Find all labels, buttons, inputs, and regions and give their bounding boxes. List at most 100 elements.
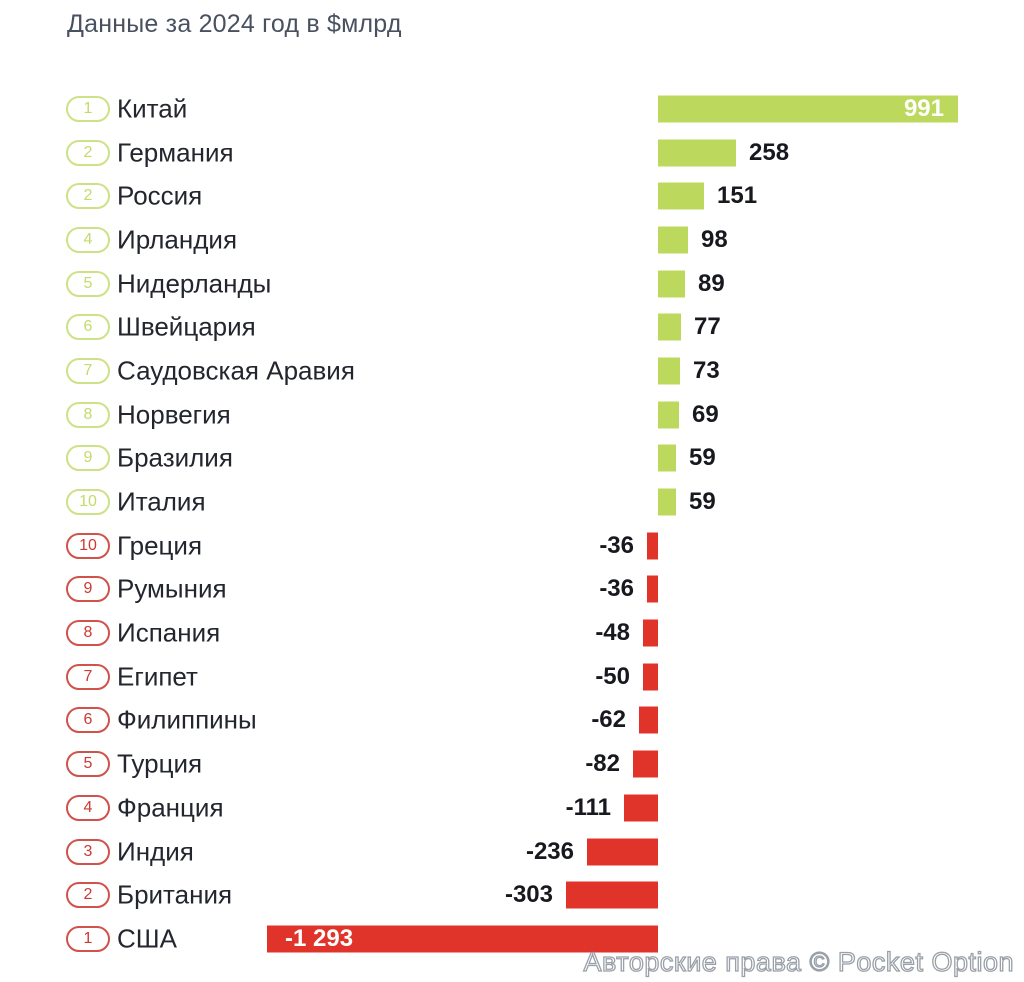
rank-badge: 5 — [66, 270, 110, 297]
country-label: Россия — [117, 180, 203, 211]
value-label: -303 — [504, 881, 553, 909]
rank-badge: 2 — [66, 139, 110, 166]
chart-row: 9 Бразилия 59 — [0, 437, 1024, 481]
value-label: -36 — [599, 575, 634, 603]
positive-bar — [658, 95, 958, 123]
value-label: -48 — [595, 619, 630, 647]
chart-row: 1 США -1 293 — [0, 917, 1024, 961]
value-label: -82 — [585, 750, 620, 778]
rank-badge: 8 — [66, 620, 110, 647]
country-label: Норвегия — [117, 399, 231, 430]
country-label: Греция — [117, 530, 203, 561]
value-label: 89 — [698, 269, 725, 297]
chart-row: 5 Турция -82 — [0, 742, 1024, 786]
country-label: Италия — [117, 486, 206, 517]
chart-row: 2 Германия 258 — [0, 131, 1024, 175]
country-label: Филиппины — [117, 704, 257, 735]
positive-bar — [658, 139, 736, 167]
value-label: -62 — [591, 706, 626, 734]
rank-badge: 3 — [66, 838, 110, 865]
chart-row: 7 Саудовская Аравия 73 — [0, 349, 1024, 393]
positive-bar — [658, 401, 679, 429]
value-label: -111 — [565, 793, 611, 821]
chart-row: 8 Испания -48 — [0, 611, 1024, 655]
chart-row: 2 Россия 151 — [0, 174, 1024, 218]
chart-row: 2 Британия -303 — [0, 873, 1024, 917]
value-label: -236 — [525, 837, 574, 865]
value-label: 77 — [694, 313, 721, 341]
country-label: Бразилия — [117, 442, 233, 473]
rank-badge: 9 — [66, 445, 110, 472]
chart-row: 3 Индия -236 — [0, 830, 1024, 874]
chart-row: 10 Италия 59 — [0, 480, 1024, 524]
rank-badge: 7 — [66, 357, 110, 384]
value-label: 991 — [903, 94, 944, 122]
chart-row: 7 Египет -50 — [0, 655, 1024, 699]
chart-row: 5 Нидерланды 89 — [0, 262, 1024, 306]
value-label: -36 — [599, 531, 634, 559]
rank-badge: 4 — [66, 226, 110, 253]
positive-bar — [658, 313, 681, 341]
rank-badge: 1 — [66, 925, 110, 952]
rank-badge: 5 — [66, 751, 110, 778]
country-label: Германия — [117, 137, 234, 168]
rank-badge: 10 — [66, 532, 110, 559]
positive-bar — [658, 226, 688, 254]
value-label: -50 — [595, 662, 630, 690]
value-label: 258 — [749, 138, 790, 166]
negative-bar — [587, 838, 658, 866]
chart-row: 6 Филиппины -62 — [0, 699, 1024, 743]
negative-bar — [633, 750, 658, 778]
rank-badge: 8 — [66, 401, 110, 428]
positive-bar — [658, 270, 685, 298]
chart-row: 6 Швейцария 77 — [0, 305, 1024, 349]
country-label: Ирландия — [117, 224, 238, 255]
value-label: -1 293 — [285, 924, 354, 952]
negative-bar — [643, 619, 658, 647]
value-label: 98 — [701, 225, 728, 253]
chart-row: 8 Норвегия 69 — [0, 393, 1024, 437]
country-label: Индия — [117, 836, 194, 867]
country-label: Румыния — [117, 573, 227, 604]
watermark: Авторские права © Pocket Option — [583, 946, 1014, 977]
value-label: 59 — [689, 488, 716, 516]
value-label: 151 — [717, 182, 758, 210]
negative-bar — [647, 575, 658, 603]
positive-bar — [658, 444, 676, 472]
negative-bar — [643, 663, 658, 691]
value-label: 59 — [689, 444, 716, 472]
country-label: Турция — [117, 748, 203, 779]
country-label: Китай — [117, 93, 188, 124]
country-label: Британия — [117, 879, 233, 910]
chart-row: 4 Ирландия 98 — [0, 218, 1024, 262]
bar-chart-rows: 1 Китай 991 2 Германия 258 2 Россия 151 4 Ирландия… — [0, 87, 1024, 961]
value-label: 73 — [693, 356, 720, 384]
chart-row: 1 Китай 991 — [0, 87, 1024, 131]
negative-bar — [566, 881, 658, 909]
country-label: Франция — [117, 792, 224, 823]
country-label: Саудовская Аравия — [117, 355, 355, 386]
positive-bar — [658, 182, 704, 210]
negative-bar — [267, 925, 658, 953]
country-label: Нидерланды — [117, 268, 272, 299]
country-label: Египет — [117, 661, 198, 692]
chart-row: 10 Греция -36 — [0, 524, 1024, 568]
country-label: США — [117, 923, 177, 954]
rank-badge: 9 — [66, 576, 110, 603]
rank-badge: 4 — [66, 794, 110, 821]
chart-row: 9 Румыния -36 — [0, 568, 1024, 612]
rank-badge: 2 — [66, 882, 110, 909]
positive-bar — [658, 488, 676, 516]
negative-bar — [639, 706, 658, 734]
rank-badge: 10 — [66, 489, 110, 516]
rank-badge: 7 — [66, 663, 110, 690]
negative-bar — [624, 794, 658, 822]
value-label: 69 — [692, 400, 719, 428]
rank-badge: 2 — [66, 183, 110, 210]
rank-badge: 6 — [66, 707, 110, 734]
rank-badge: 1 — [66, 95, 110, 122]
chart-title: Данные за 2024 год в $млрд — [67, 10, 402, 38]
rank-badge: 6 — [66, 314, 110, 341]
negative-bar — [647, 532, 658, 560]
